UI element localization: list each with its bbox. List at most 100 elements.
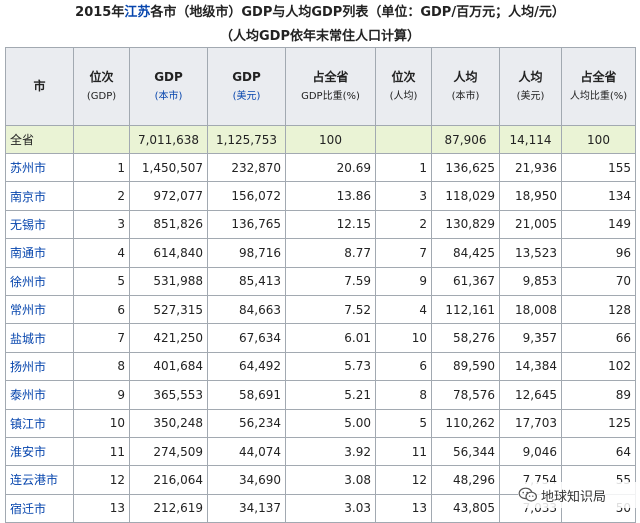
table-cell [73, 125, 130, 154]
table-cell: 531,988 [129, 266, 208, 296]
table-cell: 12,645 [499, 380, 562, 410]
table-cell: 136,625 [431, 152, 500, 183]
table-cell: 401,684 [129, 351, 208, 382]
city-link[interactable]: 宿迁市 [5, 493, 74, 523]
table-cell: 12.15 [285, 209, 376, 240]
city-link[interactable]: 淮安市 [5, 436, 74, 467]
city-link[interactable]: 南京市 [5, 181, 74, 211]
column-header: 市 [5, 47, 74, 126]
city-link[interactable]: 扬州市 [5, 351, 74, 382]
table-cell: 64,492 [207, 351, 286, 382]
city-link[interactable]: 常州市 [5, 294, 74, 325]
table-cell [375, 125, 432, 154]
table-cell: 12 [73, 465, 130, 495]
total-row: 全省 7,011,638 1,125,753 100 87,906 14,114 100 [5, 125, 636, 154]
table-cell: 232,870 [207, 152, 286, 183]
column-header: 占全省 GDP比重(%) [285, 47, 376, 126]
table-cell: 6 [73, 294, 130, 325]
table-cell: 3 [375, 181, 432, 211]
table-caption: 2015年江苏各市（地级市）GDP与人均GDP列表（单位：GDP/百万元；人均/… [0, 0, 640, 48]
table-cell: 7,011,638 [129, 125, 208, 154]
table-cell: 4 [375, 294, 432, 325]
table-cell: 100 [561, 125, 636, 154]
caption-line-2: （人均GDP依年末常住人口计算） [220, 29, 420, 44]
table-cell: 130,829 [431, 209, 500, 240]
gdp-table: 市 位次 (GDP) GDP (本市) GDP (美元) 占全省 GDP比重(%) 位次 (人均) 人… [5, 47, 636, 523]
table-cell: 5 [73, 266, 130, 296]
table-cell: 13,523 [499, 238, 562, 268]
column-header-label: 人均 [518, 69, 543, 84]
table-cell: 64 [561, 436, 636, 467]
column-header-sublabel: GDP比重(%) [301, 90, 360, 102]
table-cell: 972,077 [129, 181, 208, 211]
table-cell: 18,950 [499, 181, 562, 211]
table-cell: 212,619 [129, 493, 208, 523]
table-cell: 2 [73, 181, 130, 211]
table-cell: 14,114 [499, 125, 562, 154]
table-cell: 9 [375, 266, 432, 296]
table-row: 南通市 4 614,840 98,716 8.77 7 84,425 13,523 96 [5, 238, 636, 268]
table-cell: 3.03 [285, 493, 376, 523]
table-cell: 10 [375, 323, 432, 353]
city-link[interactable]: 苏州市 [5, 152, 74, 183]
table-cell: 89 [561, 380, 636, 410]
column-header: 位次 (GDP) [73, 47, 130, 126]
table-row: 扬州市 8 401,684 64,492 5.73 6 89,590 14,384 102 [5, 351, 636, 382]
table-cell: 13 [73, 493, 130, 523]
column-header-sublabel[interactable]: (本市) [154, 90, 183, 102]
table-row: 泰州市 9 365,553 58,691 5.21 8 78,576 12,645 89 [5, 380, 636, 410]
table-body: 全省 7,011,638 1,125,753 100 87,906 14,114 100 苏州… [5, 125, 636, 523]
table-cell: 6 [375, 351, 432, 382]
table-cell: 56,344 [431, 436, 500, 467]
table-cell: 527,315 [129, 294, 208, 325]
column-header-label: 占全省 [580, 69, 617, 84]
table-cell: 8 [375, 380, 432, 410]
caption-province-link[interactable]: 江苏 [124, 5, 151, 20]
table-cell: 21,005 [499, 209, 562, 240]
table-cell: 365,553 [129, 380, 208, 410]
table-cell: 11 [375, 436, 432, 467]
city-link[interactable]: 无锡市 [5, 209, 74, 240]
table-cell: 8.77 [285, 238, 376, 268]
table-cell: 9 [73, 380, 130, 410]
table-cell: 125 [561, 408, 636, 438]
table-cell: 9,853 [499, 266, 562, 296]
column-header: 位次 (人均) [375, 47, 432, 126]
table-cell: 11 [73, 436, 130, 467]
city-link[interactable]: 泰州市 [5, 380, 74, 410]
table-cell: 18,008 [499, 294, 562, 325]
city-link[interactable]: 南通市 [5, 238, 74, 268]
caption-year: 2015年 [75, 5, 125, 20]
table-cell: 84,425 [431, 238, 500, 268]
caption-line-1: 2015年江苏各市（地级市）GDP与人均GDP列表（单位：GDP/百万元；人均/… [0, 0, 640, 26]
table-cell: 1,125,753 [207, 125, 286, 154]
column-header: 人均 (美元) [499, 47, 562, 126]
table-cell: 7 [375, 238, 432, 268]
table-cell: 1 [73, 152, 130, 183]
table-cell: 17,703 [499, 408, 562, 438]
table-cell: 851,826 [129, 209, 208, 240]
table-row: 苏州市 1 1,450,507 232,870 20.69 1 136,625 21,936 1… [5, 152, 636, 183]
city-link[interactable]: 盐城市 [5, 323, 74, 353]
table-cell: 136,765 [207, 209, 286, 240]
column-header-sublabel: (本市) [451, 90, 480, 102]
table-cell: 9,046 [499, 436, 562, 467]
city-link[interactable]: 镇江市 [5, 408, 74, 438]
table-cell: 87,906 [431, 125, 500, 154]
table-cell: 58,276 [431, 323, 500, 353]
table-cell: 13.86 [285, 181, 376, 211]
table-cell: 112,161 [431, 294, 500, 325]
table-cell: 21,936 [499, 152, 562, 183]
city-link[interactable]: 徐州市 [5, 266, 74, 296]
table-cell: 118,029 [431, 181, 500, 211]
city-link[interactable]: 连云港市 [5, 465, 74, 495]
table-cell: 7 [73, 323, 130, 353]
table-cell: 20.69 [285, 152, 376, 183]
table-cell: 58,691 [207, 380, 286, 410]
column-header-label: GDP [232, 69, 261, 84]
table-cell: 614,840 [129, 238, 208, 268]
table-cell: 89,590 [431, 351, 500, 382]
table-cell: 98,716 [207, 238, 286, 268]
wechat-icon [518, 487, 537, 502]
column-header-sublabel[interactable]: (美元) [232, 90, 261, 102]
